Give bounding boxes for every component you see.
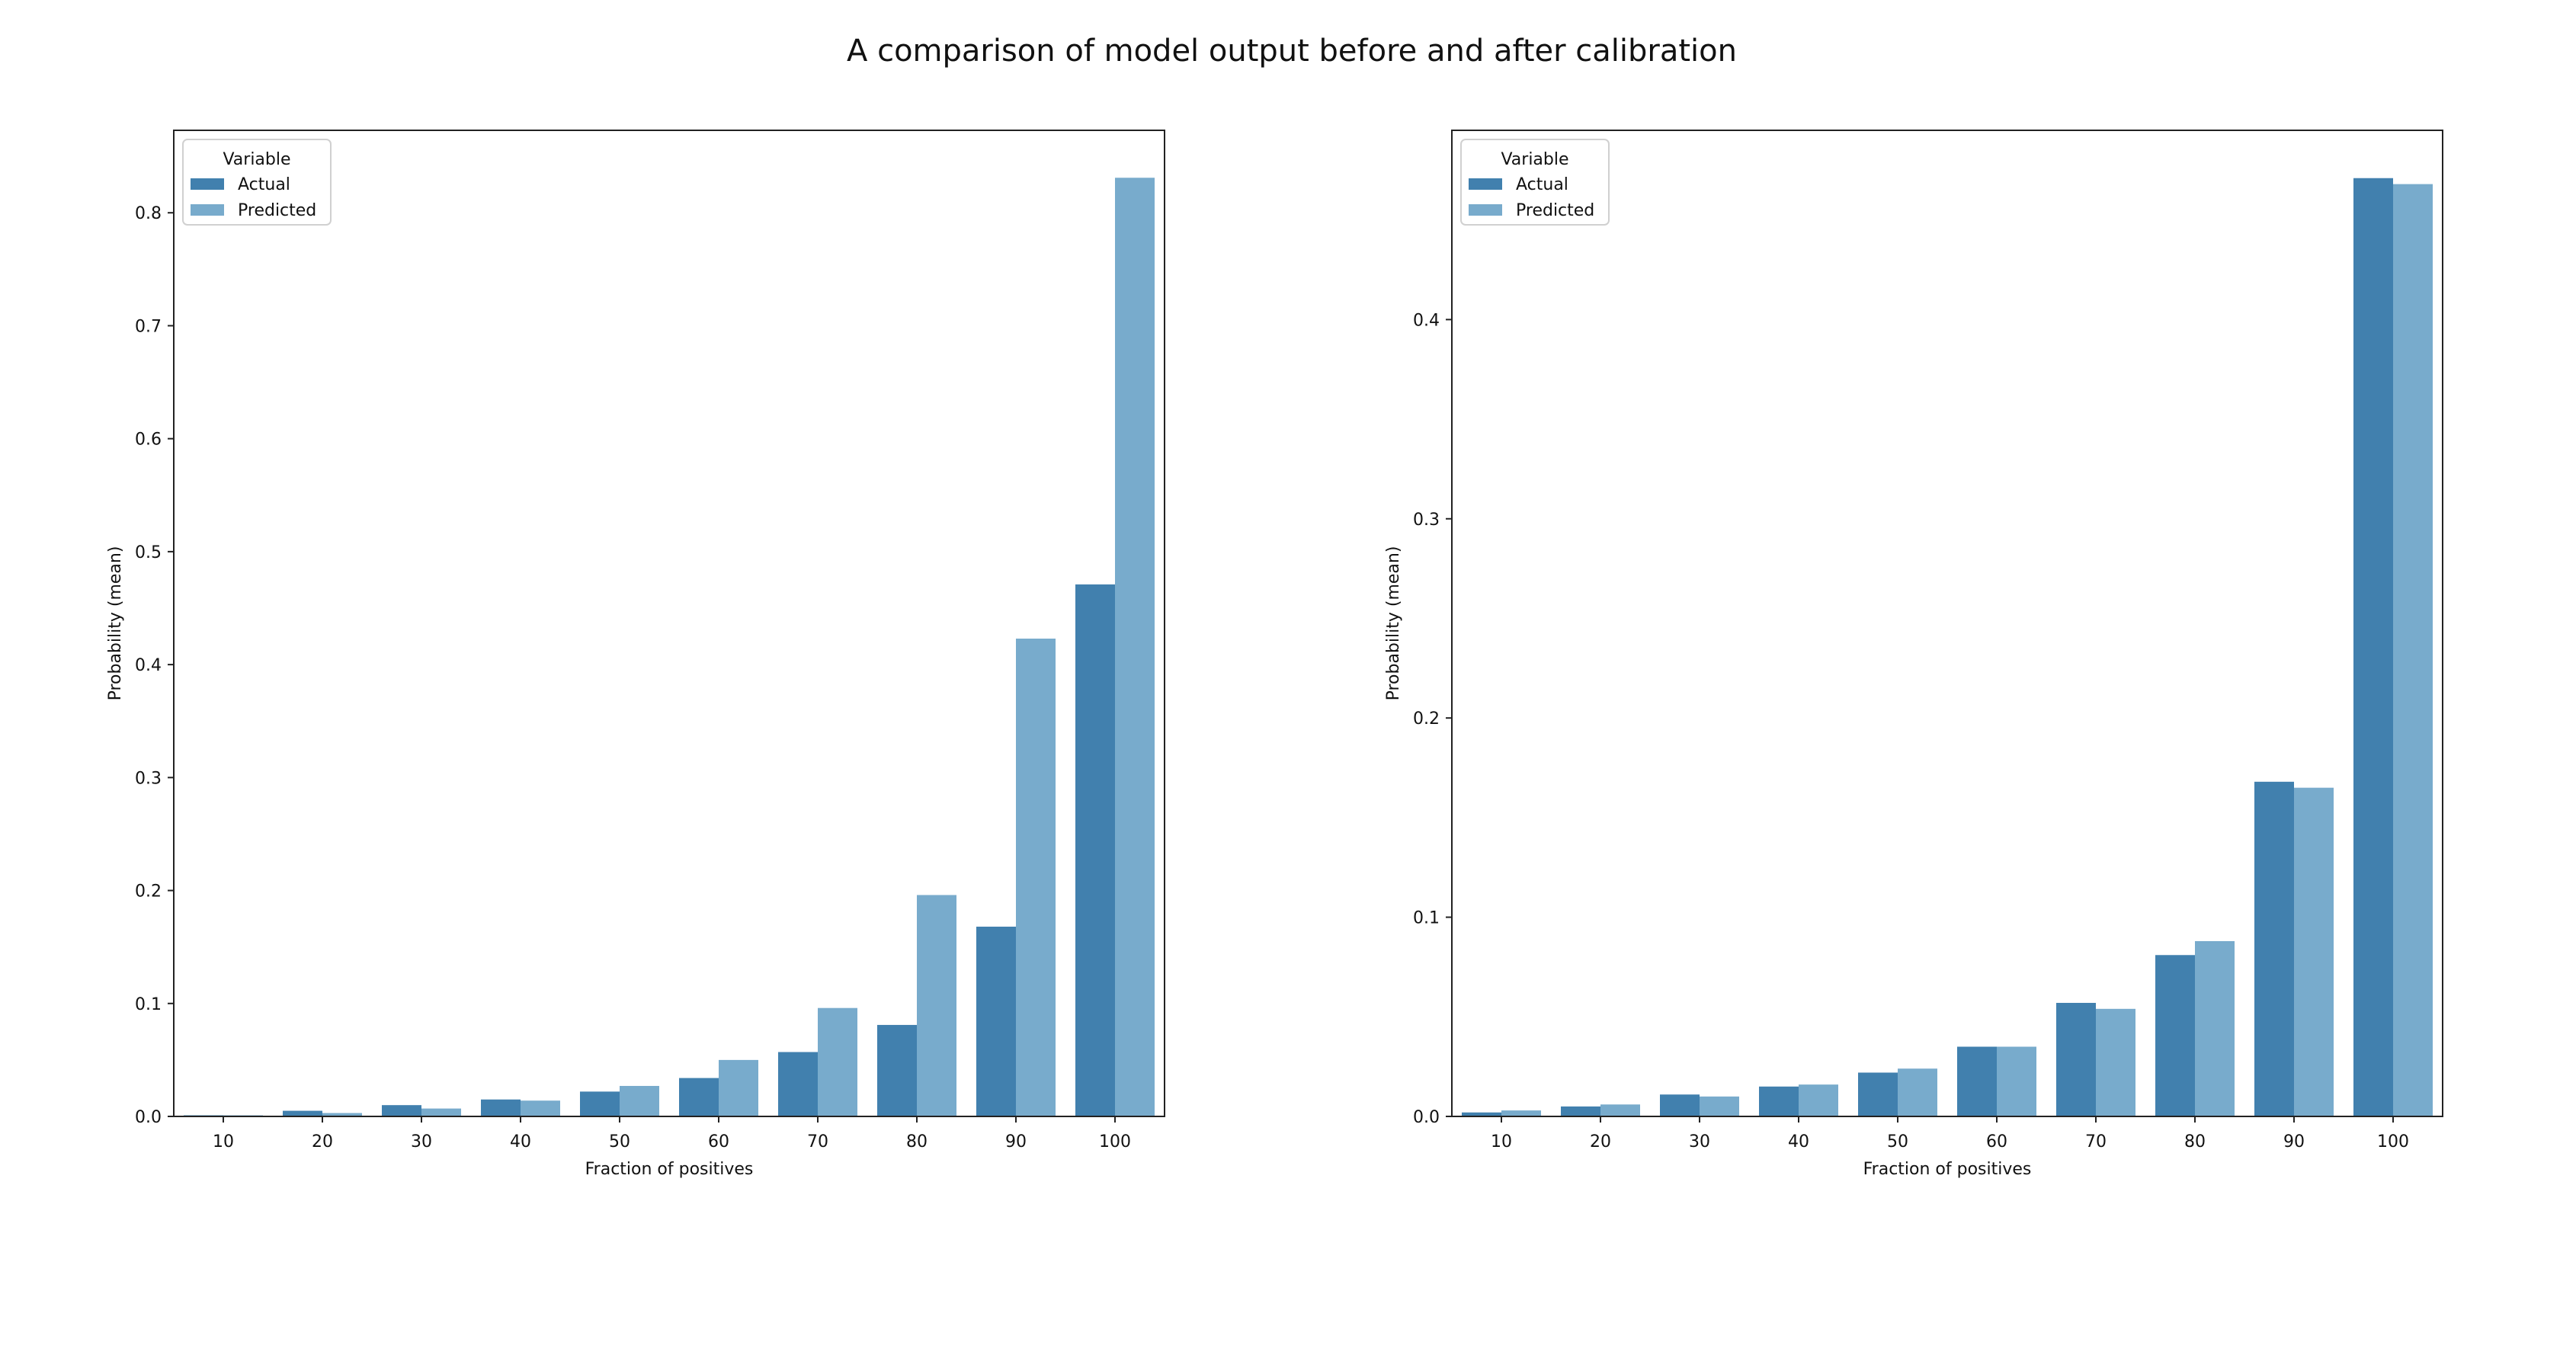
x-axis-label: Fraction of positives xyxy=(585,1160,754,1179)
legend-swatch-predicted xyxy=(191,204,224,216)
bar-predicted-50 xyxy=(1898,1068,1937,1116)
y-tick-label: 0.7 xyxy=(135,317,162,336)
x-tick-label: 10 xyxy=(1491,1132,1512,1151)
bar-actual-90 xyxy=(976,926,1016,1116)
legend-label-predicted: Predicted xyxy=(1516,201,1594,220)
legend-title: Variable xyxy=(1501,150,1568,169)
bar-actual-60 xyxy=(1957,1046,1997,1116)
bar-actual-50 xyxy=(1858,1072,1898,1116)
bar-actual-20 xyxy=(283,1110,322,1116)
bar-predicted-20 xyxy=(322,1113,362,1116)
bar-predicted-100 xyxy=(1115,178,1155,1117)
y-axis-label: Probability (mean) xyxy=(1384,546,1403,701)
y-tick-label: 0.4 xyxy=(1413,311,1440,330)
bar-actual-50 xyxy=(580,1091,620,1116)
y-tick-label: 0.3 xyxy=(135,769,162,788)
y-tick-label: 0.2 xyxy=(135,882,162,902)
x-tick-label: 60 xyxy=(1986,1132,2007,1151)
bar-actual-80 xyxy=(877,1024,917,1116)
y-axis-label: Probability (mean) xyxy=(106,546,125,701)
legend-label-actual: Actual xyxy=(1516,175,1568,194)
legend-swatch-actual xyxy=(191,178,224,190)
chart-panel-2: 10 20 30 40 50 60 70 80 90 100 0.0 0.1 0.2 0.3 0.4 Frac… xyxy=(1384,130,2443,1179)
bar-actual-100 xyxy=(1075,584,1115,1116)
bar-predicted-40 xyxy=(521,1100,560,1116)
bar-actual-90 xyxy=(2254,781,2294,1116)
legend-label-actual: Actual xyxy=(238,175,290,194)
x-tick-label: 40 xyxy=(1788,1132,1809,1151)
y-tick-label: 0.0 xyxy=(135,1108,162,1127)
bar-predicted-60 xyxy=(719,1059,758,1116)
x-tick-label: 80 xyxy=(906,1132,928,1151)
bar-actual-70 xyxy=(778,1052,818,1116)
bar-predicted-80 xyxy=(917,895,956,1116)
x-tick-label: 60 xyxy=(708,1132,729,1151)
legend-box xyxy=(182,139,332,226)
y-tick-label: 0.1 xyxy=(1413,909,1440,928)
bar-predicted-90 xyxy=(1016,639,1056,1116)
x-tick-label: 20 xyxy=(1590,1132,1611,1151)
y-tick-label: 0.6 xyxy=(135,431,162,450)
y-tick-label: 0.0 xyxy=(1413,1108,1440,1127)
legend-title: Variable xyxy=(223,150,290,169)
bar-actual-60 xyxy=(679,1078,719,1116)
bar-predicted-10 xyxy=(1501,1110,1541,1116)
y-tick-label: 0.5 xyxy=(135,543,162,562)
x-tick-label: 30 xyxy=(411,1132,432,1151)
bar-actual-10 xyxy=(1462,1112,1501,1116)
bar-predicted-30 xyxy=(421,1108,461,1116)
axes-frame xyxy=(1451,130,2443,1117)
bar-actual-40 xyxy=(1759,1086,1799,1116)
x-tick-label: 80 xyxy=(2184,1132,2206,1151)
bar-actual-100 xyxy=(2353,178,2393,1117)
bar-predicted-40 xyxy=(1799,1084,1838,1116)
bar-actual-80 xyxy=(2155,955,2195,1116)
x-axis-label: Fraction of positives xyxy=(1863,1160,2032,1179)
bar-actual-70 xyxy=(2056,1002,2096,1116)
legend-swatch-actual xyxy=(1469,178,1502,190)
x-tick-label: 30 xyxy=(1689,1132,1710,1151)
y-tick-label: 0.1 xyxy=(135,995,162,1014)
legend-box xyxy=(1460,139,1610,226)
bar-predicted-50 xyxy=(620,1085,659,1116)
y-tick-label: 0.3 xyxy=(1413,511,1440,530)
x-tick-label: 40 xyxy=(510,1132,531,1151)
x-tick-label: 10 xyxy=(213,1132,234,1151)
bar-predicted-70 xyxy=(2096,1008,2135,1116)
bar-predicted-80 xyxy=(2195,940,2235,1116)
x-tick-label: 70 xyxy=(807,1132,828,1151)
legend: Variable Actual Predicted xyxy=(1460,139,1610,226)
bar-actual-30 xyxy=(382,1105,421,1116)
bar-actual-40 xyxy=(481,1099,521,1116)
bar-predicted-90 xyxy=(2294,787,2334,1116)
bar-predicted-70 xyxy=(818,1007,857,1116)
x-tick-label: 50 xyxy=(1887,1132,1908,1151)
y-tick-label: 0.4 xyxy=(135,656,162,675)
legend-label-predicted: Predicted xyxy=(238,201,316,220)
axes-frame xyxy=(173,130,1165,1117)
y-tick-label: 0.2 xyxy=(1413,709,1440,729)
x-tick-label: 100 xyxy=(2377,1132,2409,1151)
bar-predicted-20 xyxy=(1600,1104,1640,1116)
bar-actual-20 xyxy=(1561,1106,1600,1116)
y-tick-label: 0.8 xyxy=(135,204,162,223)
bar-predicted-100 xyxy=(2393,184,2433,1117)
chart-panel-1: 10 20 30 40 50 60 70 80 90 100 0.0 0.1 0.2 0.3 0.4 0.5 0… xyxy=(106,130,1165,1179)
bar-predicted-30 xyxy=(1700,1096,1739,1116)
x-tick-label: 90 xyxy=(1005,1132,1027,1151)
legend: Variable Actual Predicted xyxy=(182,139,332,226)
legend-swatch-predicted xyxy=(1469,204,1502,216)
x-tick-label: 100 xyxy=(1099,1132,1131,1151)
x-tick-label: 50 xyxy=(609,1132,630,1151)
x-tick-label: 20 xyxy=(312,1132,333,1151)
figure-title: A comparison of model output before and … xyxy=(847,34,1737,69)
bar-actual-30 xyxy=(1660,1094,1700,1116)
x-tick-label: 70 xyxy=(2085,1132,2107,1151)
bar-predicted-60 xyxy=(1997,1046,2036,1116)
x-tick-label: 90 xyxy=(2283,1132,2305,1151)
